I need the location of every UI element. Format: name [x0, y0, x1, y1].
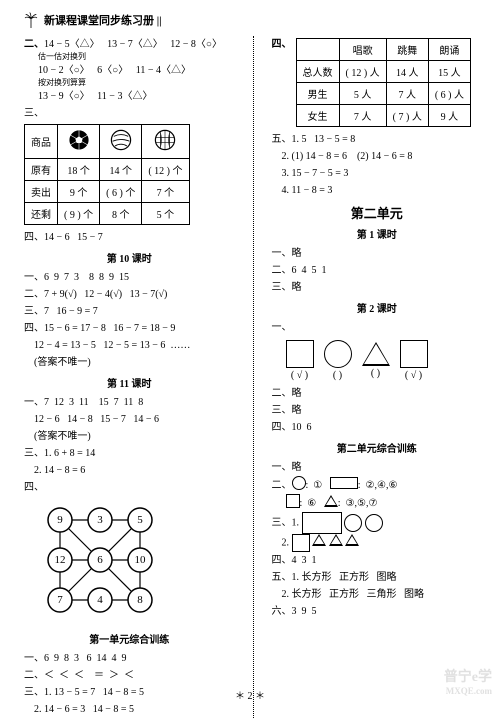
u2s2-4: 四、10 6	[272, 419, 483, 436]
l2: 二、14 − 5〈△〉 13 − 7〈△〉 12 − 8〈○〉	[24, 36, 235, 53]
r5d: 4. 11 − 8 = 3	[272, 182, 483, 199]
l2-c: 13 − 9〈○〉 11 − 3〈△〉	[38, 88, 235, 105]
u1-3b: 2. 14 − 6 = 3 14 − 8 = 5	[24, 701, 235, 718]
sq-shape	[292, 534, 310, 552]
r4-block: 四、 唱歌跳舞朗诵 总人数( 12 ) 人14 人15 人 男生5 人7 人( …	[272, 36, 483, 131]
shape-triangle: ( )	[362, 342, 390, 379]
u2c-4: 四、4 3 1	[272, 552, 483, 569]
svg-text:9: 9	[57, 514, 63, 526]
header-title: 新课程课堂同步练习册 ||	[44, 12, 162, 28]
s10-4a: 四、15 − 6 = 17 − 8 16 − 7 = 18 − 9	[24, 320, 235, 337]
svg-text:5: 5	[137, 514, 143, 526]
right-col: 四、 唱歌跳舞朗诵 总人数( 12 ) 人14 人15 人 男生5 人7 人( …	[272, 36, 483, 718]
svg-text:7: 7	[57, 594, 63, 606]
u1-2: 二、＜ ＜ ＜ ＝ ＞ ＜	[24, 667, 235, 684]
svg-text:4: 4	[97, 594, 103, 606]
column-separator	[253, 36, 254, 718]
u2s1-1: 一、略	[272, 245, 483, 262]
u2s1-3: 三、略	[272, 279, 483, 296]
u1-1: 一、6 9 8 3 6 14 4 9	[24, 650, 235, 667]
u2c-1: 一、略	[272, 459, 483, 476]
circle-icon	[292, 476, 306, 490]
u2s2-title: 第 2 课时	[272, 300, 483, 315]
s10-4c: (答案不唯一)	[24, 354, 235, 371]
l2-b: 10 − 2〈○〉 6〈○〉 11 − 4〈△〉	[38, 62, 235, 79]
l2-note2: 按对换列算算	[38, 79, 235, 88]
r5c: 3. 15 − 7 − 5 = 3	[272, 165, 483, 182]
goods-table: 商品 原有18 个14 个( 12 ) 个 卖出9 个( 6 ) 个7 个 还剩…	[24, 124, 190, 225]
s11-1b: 12 − 6 14 − 8 15 − 7 14 − 6	[24, 411, 235, 428]
l3-label: 三、	[24, 105, 235, 122]
s10-1: 一、6 9 7 3 8 8 9 15	[24, 269, 235, 286]
u2c-3-2: 2.	[272, 534, 483, 552]
ball-1	[58, 124, 100, 158]
s11-title: 第 11 课时	[24, 375, 235, 390]
s10-3: 三、7 16 − 9 = 7	[24, 303, 235, 320]
s10-2: 二、7 + 9(√) 12 − 4(√) 13 − 7(√)	[24, 286, 235, 303]
square-icon	[286, 494, 300, 508]
svg-text:10: 10	[135, 554, 147, 566]
shape-row: ( √ ) ( ) ( ) ( √ )	[286, 340, 483, 381]
page-header: 新课程课堂同步练习册 ||	[24, 12, 482, 28]
u2c-6: 六、3 9 5	[272, 603, 483, 620]
l4: 四、14 − 6 15 − 7	[24, 229, 235, 246]
rect-shape	[302, 512, 342, 534]
palm-icon	[24, 12, 38, 28]
u2c-3-1: 三、1.	[272, 512, 483, 534]
s11-3a: 三、1. 6 + 8 = 14	[24, 445, 235, 462]
svg-text:8: 8	[137, 594, 143, 606]
ball-2	[100, 124, 142, 158]
u1-title: 第一单元综合训练	[24, 631, 235, 646]
u2c-5a: 五、1. 长方形 正方形 图略	[272, 569, 483, 586]
svg-text:3: 3	[97, 514, 103, 526]
shape-square: ( √ )	[286, 340, 314, 381]
u2s2-2: 二、略	[272, 385, 483, 402]
activity-table: 唱歌跳舞朗诵 总人数( 12 ) 人14 人15 人 男生5 人7 人( 6 )…	[296, 38, 472, 127]
tri-shape	[312, 534, 326, 546]
r5b: 2. (1) 14 − 8 = 6 (2) 14 − 6 = 8	[272, 148, 483, 165]
shape-square-2: ( √ )	[400, 340, 428, 381]
u2s2-1: 一、	[272, 319, 483, 336]
number-graph: 9 3 5 12 6 10 7 4 8	[40, 500, 160, 620]
columns: 二、14 − 5〈△〉 13 − 7〈△〉 12 − 8〈○〉 估一估对换列 1…	[24, 36, 482, 718]
left-col: 二、14 − 5〈△〉 13 − 7〈△〉 12 − 8〈○〉 估一估对换列 1…	[24, 36, 235, 718]
svg-text:6: 6	[97, 554, 103, 566]
rect-icon	[330, 477, 358, 489]
u2s1-title: 第 1 课时	[272, 226, 483, 241]
circ-shape-2	[365, 514, 383, 532]
s11-1c: (答案不唯一)	[24, 428, 235, 445]
u2c-5b: 2. 长方形 正方形 三角形 图略	[272, 586, 483, 603]
page-footer: ＊ 2 ＊	[0, 687, 500, 702]
r4-label: 四、	[272, 36, 292, 53]
u2s1-2: 二、6 4 5 1	[272, 262, 483, 279]
watermark: 普宁e学 MXQE.com	[444, 666, 492, 696]
tri-shape-2	[329, 534, 343, 546]
ball-3	[142, 124, 189, 158]
u2c-2a: 二、: ① : ②,④,⑥	[272, 476, 483, 494]
u2c-2b: : ⑥ : ③,⑤,⑦	[286, 494, 483, 512]
s11-3b: 2. 14 − 8 = 6	[24, 462, 235, 479]
shape-circle: ( )	[324, 340, 352, 381]
s11-4: 四、	[24, 479, 235, 496]
triangle-icon	[324, 495, 338, 507]
circ-shape	[344, 514, 362, 532]
s10-4b: 12 − 4 = 13 − 5 12 − 5 = 13 − 6 ……	[24, 337, 235, 354]
l2-note1: 估一估对换列	[38, 53, 235, 62]
th-goods: 商品	[25, 124, 58, 158]
tri-shape-3	[345, 534, 359, 546]
s11-1a: 一、7 12 3 11 15 7 11 8	[24, 394, 235, 411]
r5a: 五、1. 5 13 − 5 = 8	[272, 131, 483, 148]
unit2-title: 第二单元	[272, 203, 483, 222]
s10-title: 第 10 课时	[24, 250, 235, 265]
u2c-title: 第二单元综合训练	[272, 440, 483, 455]
svg-text:12: 12	[55, 554, 66, 566]
u2s2-3: 三、略	[272, 402, 483, 419]
